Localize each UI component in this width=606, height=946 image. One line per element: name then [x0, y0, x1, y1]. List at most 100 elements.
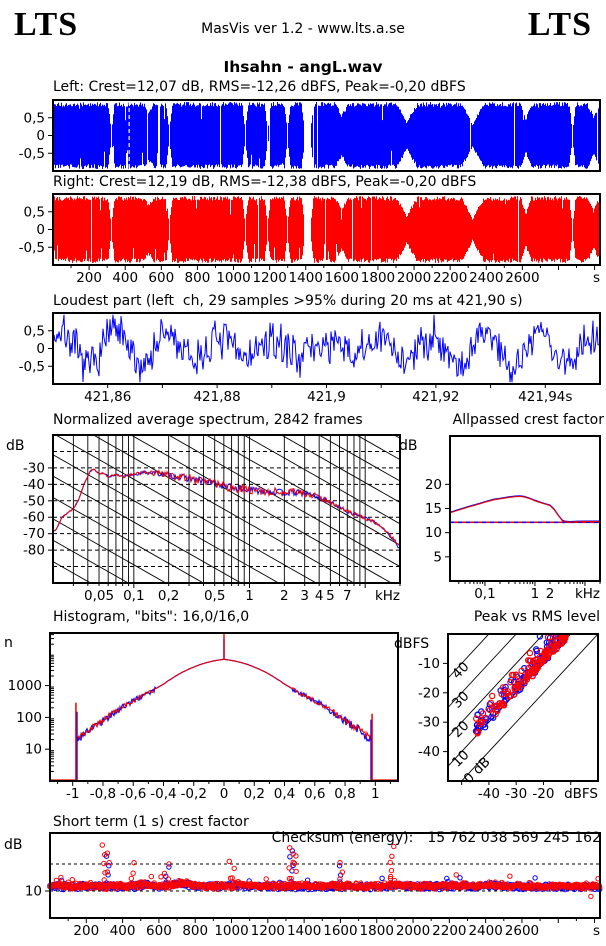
svg-text:1: 1	[531, 586, 540, 602]
lts-logo-right: LTS	[527, 6, 592, 43]
spectrum-chart-svg: -30-40-50-60-70-80 0,05 0,1 0,2 0,5 1 2 3 4 5 7 kHz	[23, 434, 401, 604]
svg-text:5: 5	[433, 549, 442, 565]
svg-text:400: 400	[110, 923, 136, 939]
waveL-chart-svg: 0,5 0 -0,5	[19, 99, 601, 172]
svg-text:600: 600	[148, 270, 174, 286]
svg-text:1600: 1600	[325, 270, 359, 286]
svg-text:dBFS: dBFS	[564, 786, 598, 802]
svg-text:-0,8: -0,8	[90, 786, 116, 802]
svg-text:0,2: 0,2	[158, 588, 179, 604]
svg-text:7: 7	[343, 588, 352, 604]
page-title: Ihsahn - angL.wav	[223, 58, 383, 76]
svg-text:-40: -40	[418, 744, 440, 760]
svg-text:1200: 1200	[252, 270, 286, 286]
svg-text:421,86: 421,86	[84, 389, 131, 405]
svg-text:1: 1	[245, 588, 254, 604]
loudest-part-plot: 0,5 0 -0,5 421,86 421,88 421,9 421,92 421,94s	[0, 308, 606, 408]
short-term-title: Short term (1 s) crest factor	[53, 814, 249, 830]
plot-frame	[52, 434, 401, 584]
svg-text:-30: -30	[418, 715, 440, 731]
svg-text:0,5: 0,5	[24, 204, 45, 220]
spectrum-y-axis-label: dB	[6, 438, 25, 454]
svg-text:1800: 1800	[361, 270, 395, 286]
svg-text:-30: -30	[23, 460, 45, 476]
short-chart-svg: 10 200 400 600 800 1000 1200 1400 1600 1800 2000 22…	[25, 832, 603, 939]
svg-text:600: 600	[146, 923, 172, 939]
allpass-y-axis-label: dB	[399, 438, 418, 454]
svg-text:2400: 2400	[469, 270, 503, 286]
svg-text:2200: 2200	[432, 923, 466, 939]
svg-text:-40: -40	[478, 786, 500, 802]
svg-text:0,5: 0,5	[204, 588, 225, 604]
svg-text:-50: -50	[23, 493, 45, 509]
right-channel-stats: Right: Crest=12,19 dB, RMS=-12,38 dBFS, …	[53, 174, 477, 190]
svg-text:0,8: 0,8	[334, 786, 355, 802]
svg-text:40: 40	[449, 659, 472, 682]
svg-text:800: 800	[182, 923, 208, 939]
svg-text:-40: -40	[23, 477, 45, 493]
svg-text:100: 100	[16, 710, 42, 726]
svg-text:421,92: 421,92	[412, 389, 459, 405]
plot-frame	[52, 312, 601, 385]
svg-text:-60: -60	[23, 510, 45, 526]
svg-text:2600: 2600	[505, 270, 539, 286]
svg-text:1: 1	[371, 786, 380, 802]
svg-text:15: 15	[425, 501, 442, 517]
svg-text:1600: 1600	[323, 923, 357, 939]
svg-text:s: s	[593, 270, 600, 286]
svg-text:-0,5: -0,5	[19, 146, 45, 162]
svg-text:0: 0	[36, 341, 45, 357]
svg-text:-0,4: -0,4	[150, 786, 176, 802]
svg-text:-0,5: -0,5	[19, 240, 45, 256]
svg-text:-20: -20	[532, 786, 554, 802]
spectrum-title: Normalized average spectrum, 2842 frames	[53, 412, 363, 428]
svg-text:1200: 1200	[251, 923, 285, 939]
svg-text:2200: 2200	[433, 270, 467, 286]
svg-text:-0,2: -0,2	[181, 786, 207, 802]
loudest-part-title: Loudest part (left ch, 29 samples >95% d…	[53, 293, 523, 309]
svg-text:10: 10	[25, 742, 42, 758]
peak-rms-y-axis-label: dBFS	[394, 636, 430, 652]
svg-text:0: 0	[36, 222, 45, 238]
svg-text:0,6: 0,6	[304, 786, 325, 802]
plot-frame	[449, 435, 601, 582]
app-version-text: MasVis ver 1.2 - www.lts.a.se	[201, 21, 405, 37]
svg-text:0,5: 0,5	[24, 110, 45, 126]
svg-text:2400: 2400	[468, 923, 502, 939]
hist-chart-svg: 1000 100 10 -1 -0,8 -0,6 -0,4 -0,2 0 0,2 0,4 0,6 0,8…	[8, 632, 399, 802]
lts-logo-left: LTS	[14, 6, 79, 43]
right-waveform-plot: 0,5 0 -0,5 200 400 600 800 1000 1200 1400 1600 1800…	[0, 190, 606, 288]
svg-text:2000: 2000	[396, 923, 430, 939]
svg-text:2: 2	[546, 586, 555, 602]
svg-text:-10: -10	[418, 656, 440, 672]
peak-rms-title: Peak vs RMS level	[473, 609, 600, 625]
svg-text:-80: -80	[23, 543, 45, 559]
svg-text:0: 0	[220, 786, 229, 802]
svg-text:2600: 2600	[505, 923, 539, 939]
left-channel-stats: Left: Crest=12,07 dB, RMS=-12,26 dBFS, P…	[53, 79, 466, 95]
allpass-title: Allpassed crest factor	[452, 412, 604, 428]
svg-text:5: 5	[326, 588, 335, 604]
svg-text:0,1: 0,1	[474, 586, 495, 602]
svg-text:1000: 1000	[216, 270, 250, 286]
plot-frame	[447, 633, 599, 782]
svg-text:kHz: kHz	[575, 586, 600, 602]
allpass-plot: 20 15 10 5 0,1 1 2 kHz	[395, 430, 606, 606]
histogram-y-axis-label: n	[4, 635, 13, 651]
svg-text:20: 20	[449, 718, 472, 741]
svg-text:200: 200	[73, 923, 99, 939]
svg-text:4: 4	[315, 588, 324, 604]
svg-text:-1: -1	[66, 786, 79, 802]
plot-frame	[49, 832, 601, 919]
svg-text:3: 3	[300, 588, 309, 604]
svg-text:2000: 2000	[397, 270, 431, 286]
svg-text:421,9: 421,9	[307, 389, 346, 405]
svg-text:1800: 1800	[360, 923, 394, 939]
left-waveform-plot: 0,5 0 -0,5	[0, 96, 606, 182]
spectrum-plot: -30 -40 -50 -60 -70 -80 0,05 0,1 0,2 0,5 1 2 3 4 5 7 kHz	[0, 430, 430, 606]
loudest-chart-svg: 0,5 0 -0,5 421,86 421,88 421,9 421,92 421,94s	[19, 312, 601, 405]
svg-text:1400: 1400	[287, 923, 321, 939]
svg-text:20: 20	[425, 477, 442, 493]
allpass-chart-svg: 20 15 10 5 0,1 1 2 kHz	[425, 435, 601, 602]
